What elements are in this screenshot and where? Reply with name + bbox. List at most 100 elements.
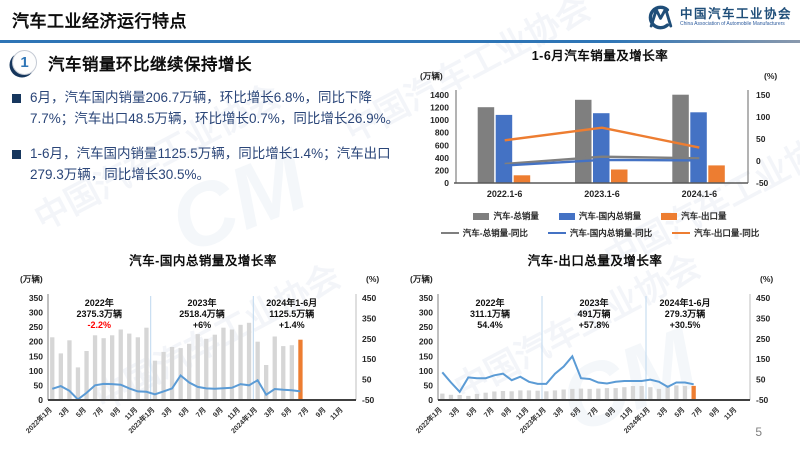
svg-text:3月: 3月 <box>448 406 461 419</box>
svg-text:3月: 3月 <box>656 406 669 419</box>
bullet-square-icon <box>12 150 21 160</box>
chart-export-plot: (万辆) (%) 0 50 100 150 200 250 300 350 -50 50 150 250 3… <box>410 274 773 435</box>
svg-text:(万辆): (万辆) <box>20 274 43 284</box>
svg-text:7月: 7月 <box>194 406 207 419</box>
svg-text:2518.4万辆: 2518.4万辆 <box>179 308 225 319</box>
svg-text:0: 0 <box>444 178 449 188</box>
svg-text:11月: 11月 <box>226 406 242 422</box>
svg-text:3月: 3月 <box>552 406 565 419</box>
svg-text:100: 100 <box>419 366 433 376</box>
svg-text:(万辆): (万辆) <box>410 274 433 284</box>
chart-h1-plot: (万辆) (%) 0 200 400 600 800 1000 1200 1400 -50 0 50 10… <box>420 71 777 199</box>
chart-export-monthly: 汽车-出口总量及增长率 (万辆) (%) 0 50 100 150 200 250 300 350… <box>402 250 788 450</box>
bullet-item: 6月，汽车国内销量206.7万辆，环比增长6.8%，同比下降7.7%；汽车出口4… <box>12 88 406 129</box>
svg-text:100: 100 <box>29 366 43 376</box>
svg-text:54.4%: 54.4% <box>477 320 503 330</box>
svg-text:1200: 1200 <box>430 103 449 113</box>
svg-text:450: 450 <box>362 293 376 303</box>
svg-text:600: 600 <box>435 140 449 150</box>
chart-h1-sales-growth: 1-6月汽车销量及增长率 (万辆) (%) 0 200 400 600 800 1000 120… <box>404 45 796 239</box>
legend-swatch <box>558 212 575 220</box>
svg-text:0: 0 <box>756 156 761 166</box>
svg-text:2023年: 2023年 <box>579 297 608 308</box>
svg-text:9月: 9月 <box>604 406 617 419</box>
svg-text:9月: 9月 <box>314 406 327 419</box>
svg-text:350: 350 <box>419 293 433 303</box>
svg-text:2022年1月: 2022年1月 <box>414 405 444 435</box>
page-title: 汽车工业经济运行特点 <box>12 12 187 31</box>
summary-section: 1 汽车销量环比继续保持增长 6月，汽车国内销量206.7万辆，环比增长6.8%… <box>12 50 406 185</box>
svg-text:2022年1月: 2022年1月 <box>24 405 54 435</box>
page-number: 5 <box>755 425 762 439</box>
svg-text:450: 450 <box>756 293 770 303</box>
legend-swatch <box>672 231 691 235</box>
legend-item: 汽车-总销量-同比 <box>440 227 528 239</box>
svg-text:50: 50 <box>756 375 766 385</box>
svg-text:7月: 7月 <box>586 406 599 419</box>
svg-text:5月: 5月 <box>465 406 478 419</box>
legend-swatch <box>661 212 678 220</box>
svg-text:-50: -50 <box>756 395 769 405</box>
svg-text:11月: 11月 <box>123 406 139 422</box>
svg-text:200: 200 <box>435 165 449 175</box>
bullet-item: 1-6月，汽车国内销量1125.5万辆，同比增长1.4%；汽车出口279.3万辆… <box>12 144 406 185</box>
legend-item: 汽车-总销量 <box>473 210 539 222</box>
legend-swatch <box>440 231 459 235</box>
svg-text:2022.1-6: 2022.1-6 <box>487 189 523 199</box>
svg-text:11月: 11月 <box>723 406 739 422</box>
org-logo: 中国汽车工业协会 China Association of Automobile… <box>641 4 792 31</box>
svg-text:250: 250 <box>362 334 376 344</box>
svg-text:9月: 9月 <box>708 406 721 419</box>
svg-text:250: 250 <box>419 322 433 332</box>
svg-text:279.3万辆: 279.3万辆 <box>665 308 706 319</box>
legend-item: 汽车-国内总销量 <box>558 210 641 222</box>
svg-text:311.1万辆: 311.1万辆 <box>470 308 510 319</box>
svg-text:50: 50 <box>424 380 434 390</box>
legend-label: 汽车-出口量-同比 <box>694 228 760 238</box>
svg-text:250: 250 <box>29 322 43 332</box>
svg-text:7月: 7月 <box>297 406 310 419</box>
svg-text:400: 400 <box>435 153 449 163</box>
svg-text:11月: 11月 <box>329 406 345 422</box>
chart-domestic-plot: (万辆) (%) 0 50 100 150 200 250 300 350 -50 50 150 250 3… <box>20 274 379 435</box>
svg-text:200: 200 <box>29 337 43 347</box>
chart-title: 1-6月汽车销量及增长率 <box>531 49 669 63</box>
svg-text:2024.1-6: 2024.1-6 <box>682 189 718 199</box>
legend-swatch <box>473 212 490 220</box>
svg-text:5月: 5月 <box>569 406 582 419</box>
bullet-text: 1-6月，汽车国内销量1125.5万辆，同比增长1.4%；汽车出口279.3万辆… <box>30 146 391 182</box>
svg-text:0: 0 <box>428 395 433 405</box>
svg-text:9月: 9月 <box>109 406 122 419</box>
chart-title: 汽车-出口总量及增长率 <box>527 254 663 268</box>
section-heading: 汽车销量环比继续保持增长 <box>48 55 252 74</box>
bullet-square-icon <box>12 94 21 103</box>
svg-text:491万辆: 491万辆 <box>577 308 610 319</box>
svg-text:300: 300 <box>29 308 43 318</box>
svg-text:3月: 3月 <box>160 406 173 419</box>
svg-text:(%): (%) <box>764 71 777 81</box>
svg-text:3月: 3月 <box>263 406 276 419</box>
cam-logo-icon <box>648 5 673 30</box>
svg-text:150: 150 <box>756 354 770 364</box>
svg-text:350: 350 <box>29 293 43 303</box>
svg-text:1125.5万辆: 1125.5万辆 <box>269 308 314 319</box>
svg-text:7月: 7月 <box>690 406 703 419</box>
svg-text:2024年1-6月: 2024年1-6月 <box>659 297 710 308</box>
legend-label: 汽车-总销量-同比 <box>462 228 528 238</box>
org-name-cn: 中国汽车工业协会 <box>679 7 792 22</box>
svg-text:5月: 5月 <box>280 406 293 419</box>
svg-text:50: 50 <box>362 375 372 385</box>
legend-row: 汽车-总销量-同比 汽车-国内总销量-同比 汽车-出口量-同比 <box>440 227 760 239</box>
svg-text:11月: 11月 <box>619 406 635 422</box>
legend-label: 汽车-总销量 <box>493 211 539 221</box>
svg-text:2022年: 2022年 <box>475 297 504 308</box>
legend-item: 汽车-出口量 <box>661 210 727 222</box>
legend-row: 汽车-总销量 汽车-国内总销量 汽车-出口量 <box>473 210 727 222</box>
svg-text:(万辆): (万辆) <box>420 71 443 81</box>
svg-text:(%): (%) <box>760 274 773 284</box>
header-divider <box>0 40 800 43</box>
svg-text:+6%: +6% <box>193 320 211 330</box>
svg-text:5月: 5月 <box>75 406 88 419</box>
svg-text:-50: -50 <box>756 178 769 188</box>
svg-text:2024年1-6月: 2024年1-6月 <box>266 297 317 308</box>
